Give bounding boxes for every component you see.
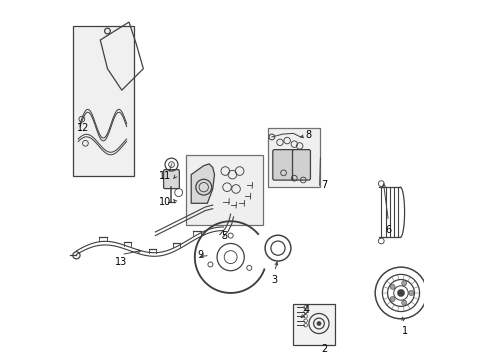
Polygon shape	[191, 164, 215, 203]
Text: 7: 7	[321, 180, 328, 190]
Text: 6: 6	[385, 225, 392, 235]
Text: 3: 3	[271, 275, 278, 285]
Text: 4: 4	[303, 305, 310, 315]
Bar	[269, 128, 320, 187]
Text: 8: 8	[306, 130, 312, 140]
Bar	[294, 304, 335, 345]
FancyBboxPatch shape	[164, 170, 179, 189]
Text: 1: 1	[401, 325, 408, 336]
FancyBboxPatch shape	[293, 150, 311, 180]
FancyBboxPatch shape	[273, 150, 294, 180]
Text: 11: 11	[159, 171, 171, 181]
Circle shape	[397, 289, 405, 297]
Circle shape	[402, 300, 407, 305]
Text: 10: 10	[159, 197, 171, 207]
Text: 9: 9	[198, 250, 204, 260]
Bar	[186, 155, 263, 225]
Text: 2: 2	[321, 343, 327, 354]
Circle shape	[402, 281, 407, 285]
Bar	[73, 26, 134, 176]
Text: 12: 12	[77, 123, 89, 133]
Circle shape	[409, 291, 414, 296]
Text: 13: 13	[115, 257, 127, 267]
Circle shape	[390, 297, 395, 302]
Circle shape	[317, 321, 321, 326]
Circle shape	[390, 284, 395, 289]
Text: 5: 5	[221, 231, 227, 240]
